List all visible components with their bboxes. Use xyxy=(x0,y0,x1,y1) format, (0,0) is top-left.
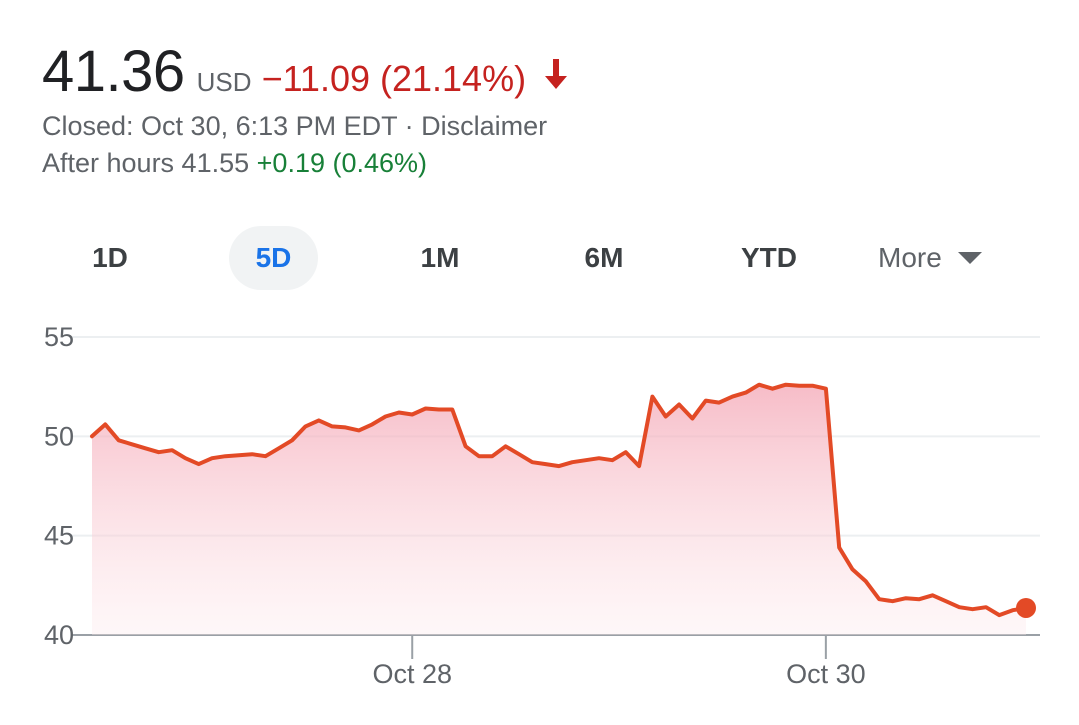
range-selector: 1D 5D 1M 6M YTD More xyxy=(0,226,1079,290)
current-price: 41.36 xyxy=(42,39,185,104)
quote-header: 41.36 USD −11.09 (21.14%) xyxy=(42,38,572,105)
price-change: −11.09 (21.14%) xyxy=(261,58,527,99)
range-1d[interactable]: 1D xyxy=(92,242,128,273)
price-area xyxy=(92,384,1026,635)
caret-down-icon xyxy=(957,252,982,264)
y-tick-label: 45 xyxy=(44,521,74,551)
range-5d[interactable]: 5D xyxy=(229,226,318,290)
price-chart[interactable]: 55 50 45 40 Oct 28 Oct 30 xyxy=(0,300,1079,725)
closed-status: Closed: Oct 30, 6:13 PM EDT · Disclaimer xyxy=(42,111,548,141)
range-more-button[interactable]: More xyxy=(878,226,1008,290)
more-label: More xyxy=(878,242,942,273)
y-tick-label: 55 xyxy=(44,322,74,352)
y-tick-label: 50 xyxy=(44,421,74,451)
after-hours-row: After hours 41.55 +0.19 (0.46%) xyxy=(42,148,427,179)
after-hours-label: After hours 41.55 xyxy=(42,148,250,178)
x-tick-label: Oct 30 xyxy=(786,659,866,689)
currency-label: USD xyxy=(196,67,252,97)
down-arrow-icon xyxy=(545,58,568,89)
last-price-marker xyxy=(1016,597,1036,618)
x-tick-label: Oct 28 xyxy=(372,659,452,689)
y-tick-label: 40 xyxy=(44,620,74,650)
after-hours-change: +0.19 (0.46%) xyxy=(256,148,428,178)
price-line xyxy=(90,382,1028,618)
range-6m[interactable]: 6M xyxy=(584,242,624,273)
range-ytd[interactable]: YTD xyxy=(741,242,797,273)
range-1m[interactable]: 1M xyxy=(420,242,460,273)
